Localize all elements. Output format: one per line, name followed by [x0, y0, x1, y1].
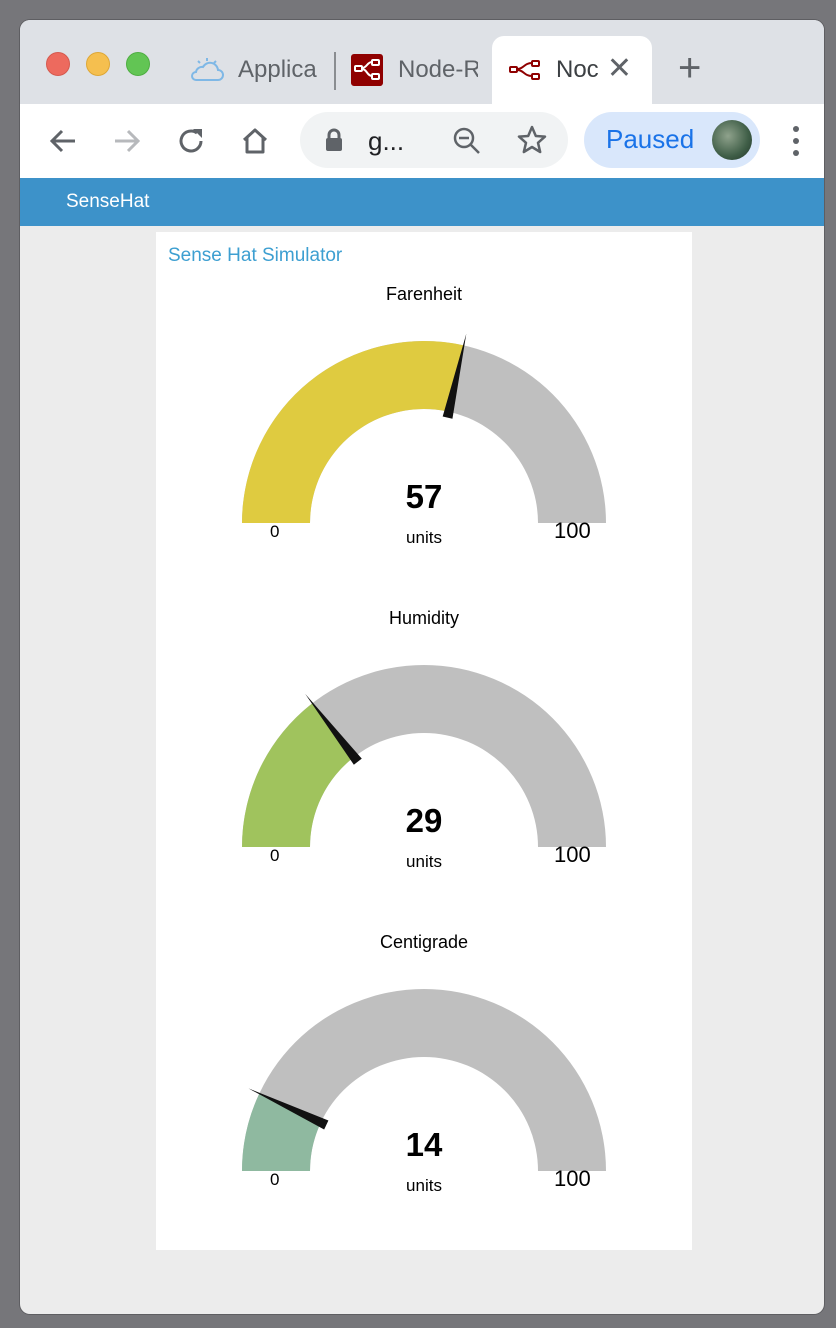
- gauge-value: 14: [405, 1126, 443, 1163]
- tab-applications[interactable]: Applica: [190, 36, 324, 104]
- address-bar[interactable]: g...: [300, 112, 568, 168]
- profile-status: Paused: [606, 124, 695, 154]
- arrow-right-icon: [115, 129, 141, 153]
- tab-label: Noc: [556, 56, 599, 83]
- tab-separator: [334, 52, 336, 90]
- back-button[interactable]: [46, 124, 80, 158]
- gauge-value: 57: [405, 478, 443, 515]
- dashboard-header: SenseHat: [20, 178, 824, 226]
- gauge-min-label: 0: [270, 846, 280, 865]
- arrow-left-icon: [49, 129, 75, 153]
- profile-button[interactable]: Paused: [584, 112, 760, 168]
- gauge-needle: [442, 333, 467, 419]
- new-tab-button[interactable]: +: [678, 46, 702, 90]
- zoom-out-icon[interactable]: [452, 126, 482, 161]
- gauge-fill: [242, 341, 464, 523]
- gauge-needle: [248, 1088, 329, 1130]
- gauge-fill: [242, 703, 355, 847]
- bookmark-star-icon[interactable]: [516, 124, 548, 161]
- gauge-min-label: 0: [270, 522, 280, 541]
- node-red-flow-icon: [508, 59, 542, 81]
- gauge-farenheit: Farenheit 57 units 0 100: [156, 232, 692, 547]
- minimize-window-button[interactable]: [86, 52, 110, 76]
- node-red-icon: [350, 53, 384, 87]
- tab-label: Applica: [238, 56, 317, 83]
- home-icon: [242, 128, 268, 154]
- gauge-track: [242, 989, 606, 1171]
- tab-strip: Applica Node-R: [20, 20, 824, 104]
- close-window-button[interactable]: [46, 52, 70, 76]
- gauge-centigrade: Centigrade 14 units 0 100: [156, 880, 692, 1195]
- gauge-min-label: 0: [270, 1170, 280, 1189]
- menu-kebab-icon[interactable]: [790, 124, 802, 163]
- reload-button[interactable]: [174, 124, 208, 158]
- browser-window: Applica Node-R: [20, 20, 824, 1314]
- reload-icon: [179, 129, 203, 153]
- gauge-track: [242, 665, 606, 847]
- gauge-units: units: [406, 528, 442, 547]
- gauge-max-label: 100: [554, 1166, 591, 1191]
- lock-icon: [324, 128, 344, 157]
- zoom-window-button[interactable]: [126, 52, 150, 76]
- gauge-needle: [305, 693, 362, 765]
- gauge-title: Farenheit: [385, 284, 463, 304]
- gauge-max-label: 100: [554, 518, 591, 543]
- gauge-units: units: [406, 1176, 442, 1195]
- gauge-units: units: [406, 852, 442, 871]
- address-text: g...: [368, 126, 405, 156]
- browser-toolbar: g... Paused: [20, 104, 824, 179]
- gauge-humidity: Humidity 29 units 0 100: [156, 556, 692, 871]
- forward-button[interactable]: [110, 124, 144, 158]
- gauge-max-label: 100: [554, 842, 591, 867]
- group-title: Sense Hat Simulator: [168, 245, 343, 266]
- gauge-title: Humidity: [388, 608, 459, 628]
- close-tab-icon[interactable]: ✕: [606, 52, 632, 85]
- tab-node-red[interactable]: Node-R: [350, 36, 478, 104]
- avatar: [712, 120, 752, 160]
- page-title: SenseHat: [66, 191, 150, 212]
- gauge-value: 29: [405, 802, 443, 839]
- gauge-title: Centigrade: [379, 932, 469, 952]
- home-button[interactable]: [238, 124, 272, 158]
- gauge-fill: [242, 1093, 321, 1171]
- cloud-icon: [190, 56, 224, 84]
- tab-label: Node-R: [398, 56, 478, 83]
- tab-node-red-dashboard[interactable]: Noc ✕: [492, 36, 652, 104]
- dashboard-group: Sense Hat Simulator Farenheit 57 units 0…: [156, 232, 692, 1250]
